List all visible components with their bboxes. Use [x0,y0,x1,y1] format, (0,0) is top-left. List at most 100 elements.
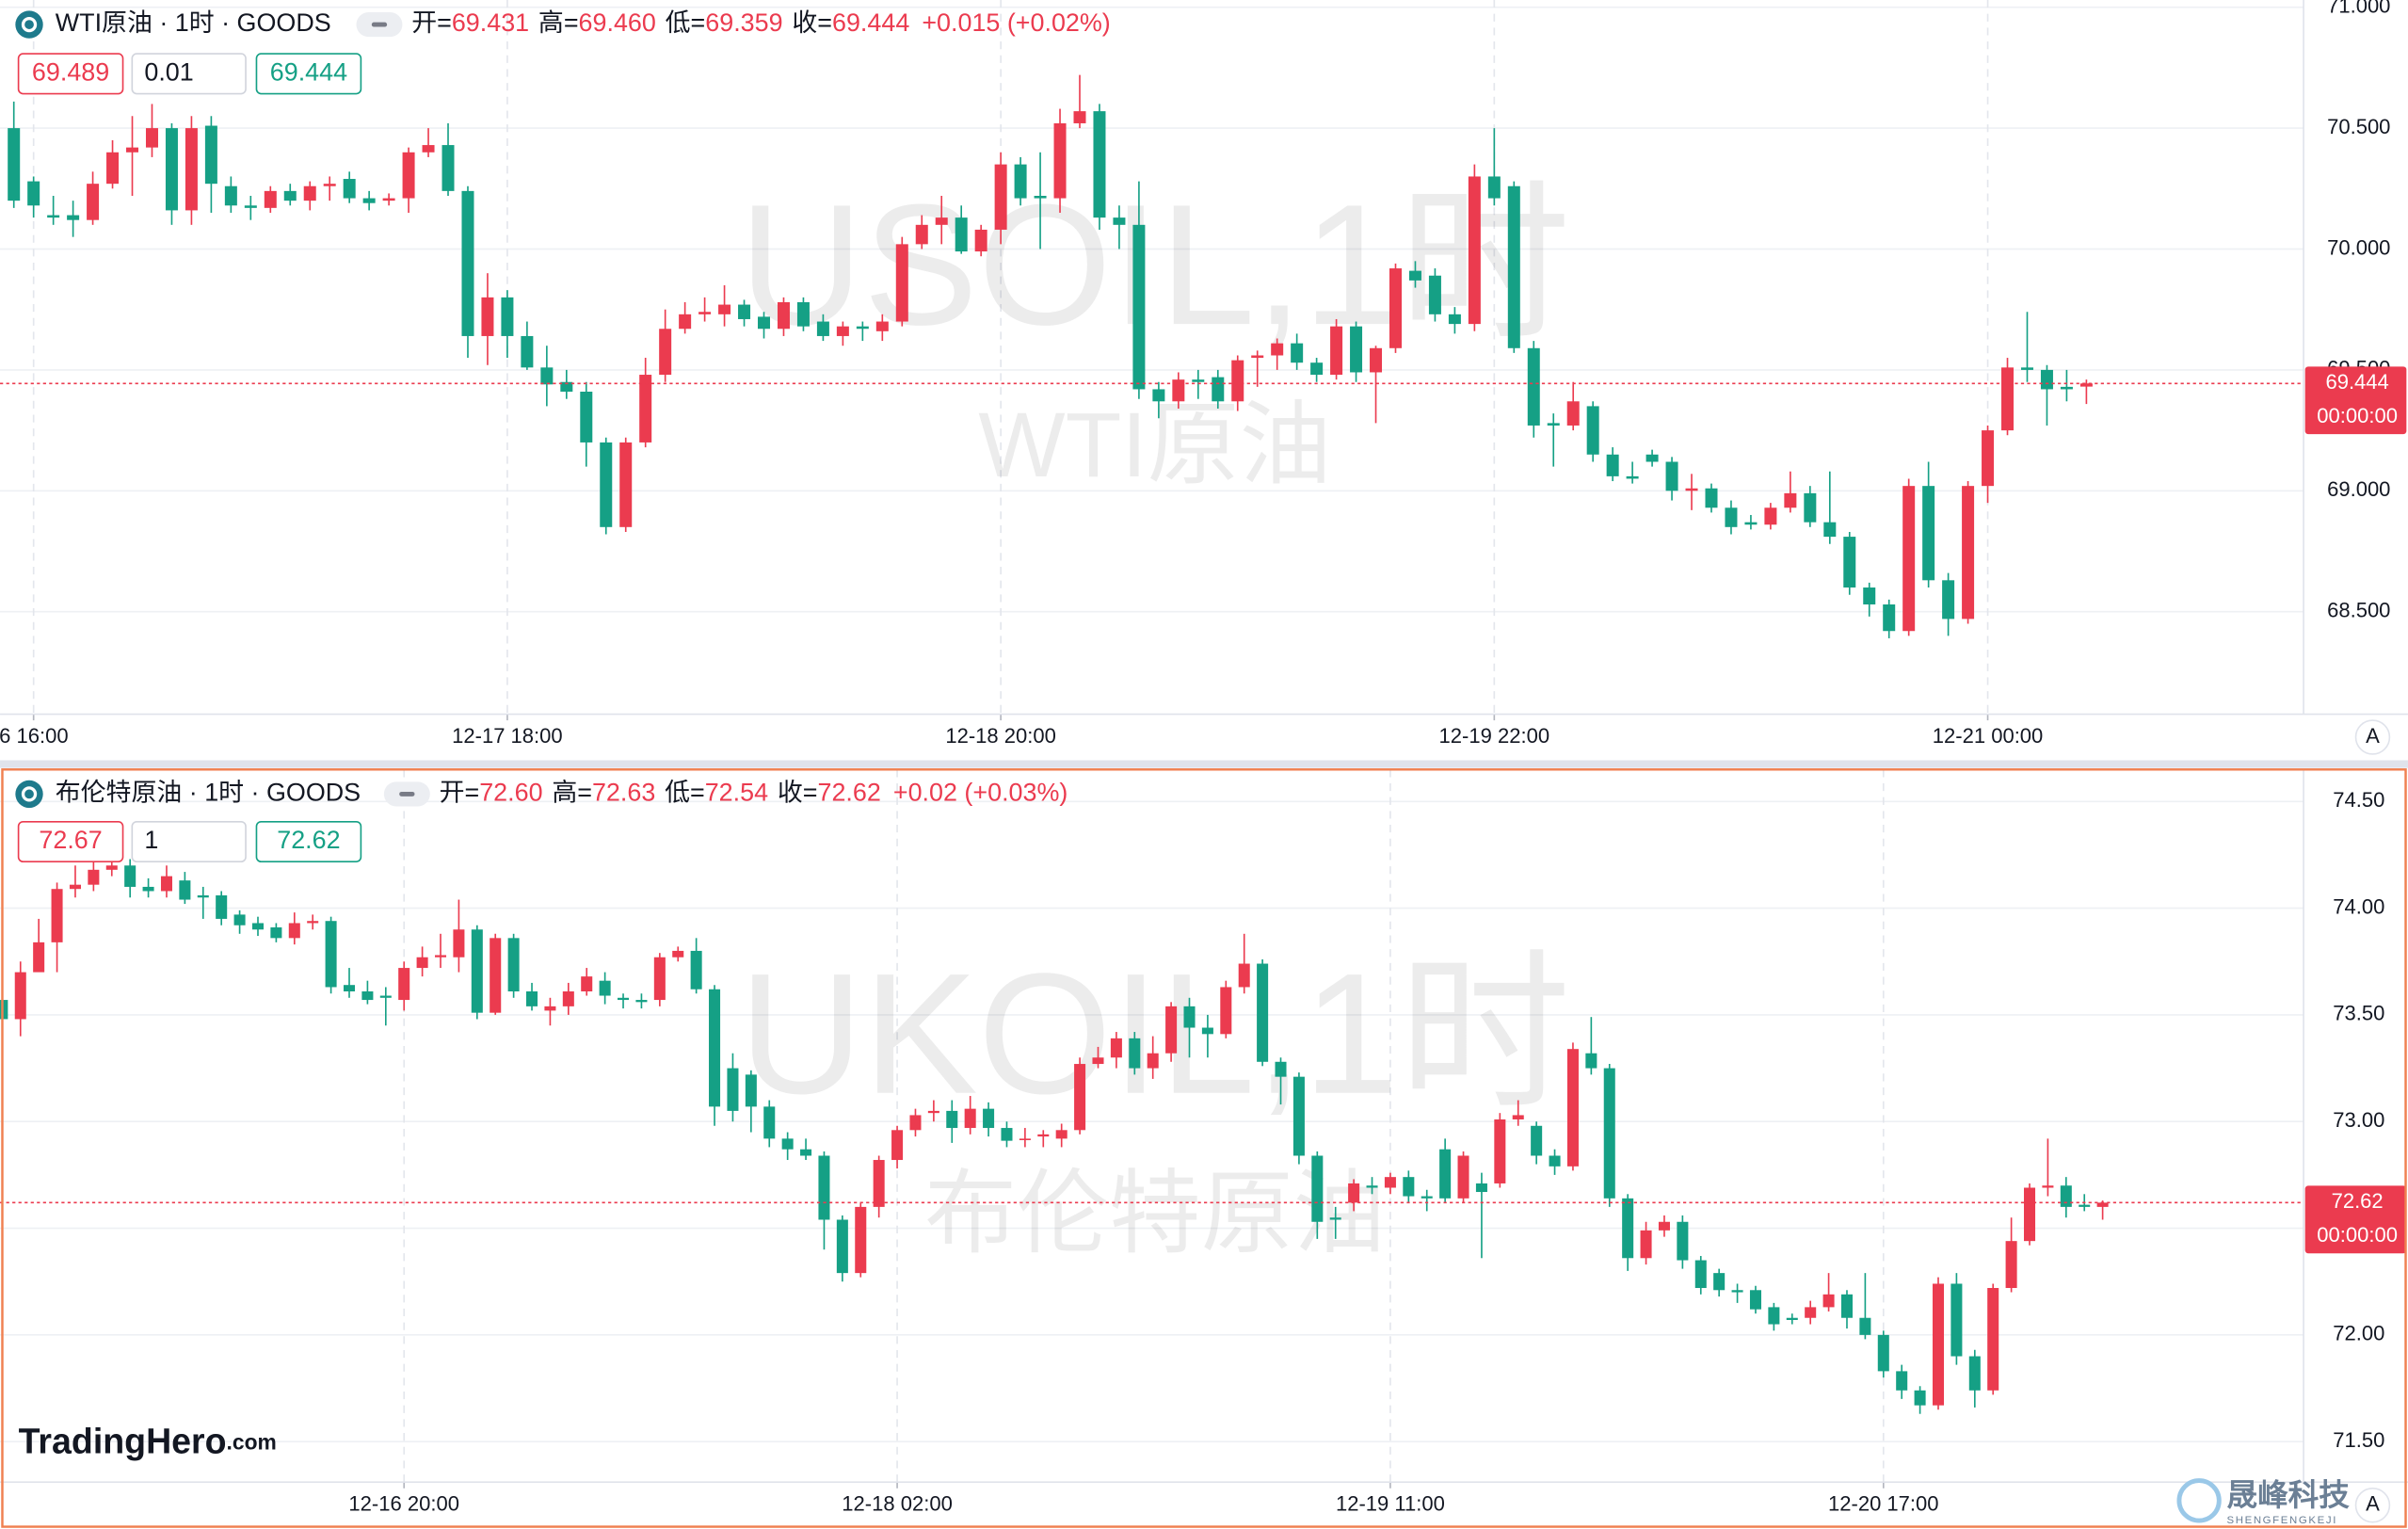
candle-body [1705,488,1718,508]
candle-body [453,929,465,958]
x-tick-label: 12-16 20:00 [348,1492,459,1516]
ohlc-label: 开= [411,8,452,37]
candle-body [796,301,810,327]
candle-body [1291,343,1304,363]
collapse-pill-dash[interactable] [399,791,415,797]
candle-body [544,1006,556,1011]
candle-body [501,297,514,336]
candle-body [434,955,447,958]
candle-body [1494,1119,1506,1183]
candle-body [1238,963,1250,988]
candle-body [1212,377,1225,402]
y-tick-label: 73.50 [2333,1002,2384,1025]
candle-body [758,316,771,330]
ohlc-label: 低= [666,8,706,37]
candle-body [818,1155,830,1220]
candle-body [1685,488,1698,491]
candle-body [1370,347,1383,373]
candle-body [1220,987,1232,1035]
candle-body [964,1108,976,1129]
candle-body [233,914,246,925]
buy-price-label[interactable]: 69.444 [270,57,347,86]
candle-body [718,304,731,314]
candle-body [1896,1371,1908,1391]
button-frame[interactable] [2354,1487,2391,1523]
sell-price-label[interactable]: 72.67 [39,826,102,854]
countdown-label: 00:00:00 [2317,1223,2398,1247]
candle-body [1603,1068,1615,1199]
candle-body [1922,486,1935,581]
auto-scale-button[interactable]: A [2354,1487,2391,1523]
candle-body [343,985,356,991]
button-frame[interactable] [2354,719,2391,755]
candle-body [1172,379,1185,402]
candle-body [251,923,265,930]
ohlc-value: 69.444 [832,8,909,37]
candle-body [1982,430,1995,487]
candle-body [653,957,666,1001]
candle-body [0,1000,8,1020]
candle-body [690,950,702,990]
quantity-label[interactable]: 0.01 [144,57,193,86]
candle-body [1823,522,1837,538]
candle-body [1658,1221,1670,1231]
buy-price-label[interactable]: 72.62 [277,826,340,854]
candle-body [639,375,652,443]
y-tick-label: 69.000 [2327,477,2390,501]
button-label[interactable]: A [2366,724,2380,748]
candle-body [471,929,483,1013]
candle-body [1110,1038,1122,1058]
candle-body [1626,475,1639,479]
candle-body [1129,1038,1141,1069]
candle-body [1512,1115,1524,1119]
collapse-pill-dash[interactable] [371,22,388,27]
auto-scale-button[interactable]: A [2354,719,2391,755]
candle-body [185,128,198,211]
candle-body [2040,369,2053,390]
candle-body [1034,196,1047,199]
candle-body [927,1110,939,1114]
candle-body [1183,1006,1196,1028]
ohlc-value: +0.02 (+0.03%) [893,779,1068,807]
last-price-label: 69.444 [2325,370,2388,394]
y-tick-label: 73.00 [2333,1108,2384,1132]
candle-body [895,244,908,322]
candle-body [1843,537,1856,588]
candle-body [69,884,81,890]
candle-body [1950,1283,1963,1357]
quantity-label[interactable]: 1 [144,826,158,854]
candle-body [581,976,593,991]
ohlc-legend: 开=72.60 高=72.63 低=72.54 收=72.62 +0.02 (+0.03… [440,779,1068,807]
candle-body [1348,1183,1360,1203]
last-price-label: 72.62 [2332,1189,2384,1213]
candle-body [2023,1187,2036,1242]
ohlc-label: 收= [778,779,818,807]
ohlc-value: +0.015 (+0.02%) [922,8,1110,37]
candle-body [1902,486,1916,632]
candle-body [507,938,520,991]
sell-price-label[interactable]: 69.489 [32,57,109,86]
candle-body [1749,1290,1761,1310]
candle-body [738,304,751,319]
sell-price-box[interactable] [17,820,124,862]
buy-price-box[interactable] [255,820,362,862]
candle-body [983,1108,995,1129]
buy-price-box[interactable] [255,53,362,95]
x-tick-label: 6 16:00 [0,724,69,748]
button-label[interactable]: A [2366,1492,2380,1516]
quantity-box[interactable] [131,820,247,862]
candle-body [1585,1053,1597,1069]
candle-body [955,217,968,252]
symbol-title: WTI原油 · 1时 · GOODS [56,8,331,37]
candle-body [1784,492,1797,508]
candle-body [1055,1130,1068,1139]
candle-body [709,989,721,1107]
candle-body [855,1206,867,1274]
candle-body [1366,1185,1378,1188]
candle-body [1152,389,1165,402]
candle-body [1840,1294,1853,1318]
candle-body [935,217,948,225]
quantity-box[interactable] [131,53,247,95]
sell-price-box[interactable] [17,53,124,95]
candle-body [2060,1185,2072,1207]
